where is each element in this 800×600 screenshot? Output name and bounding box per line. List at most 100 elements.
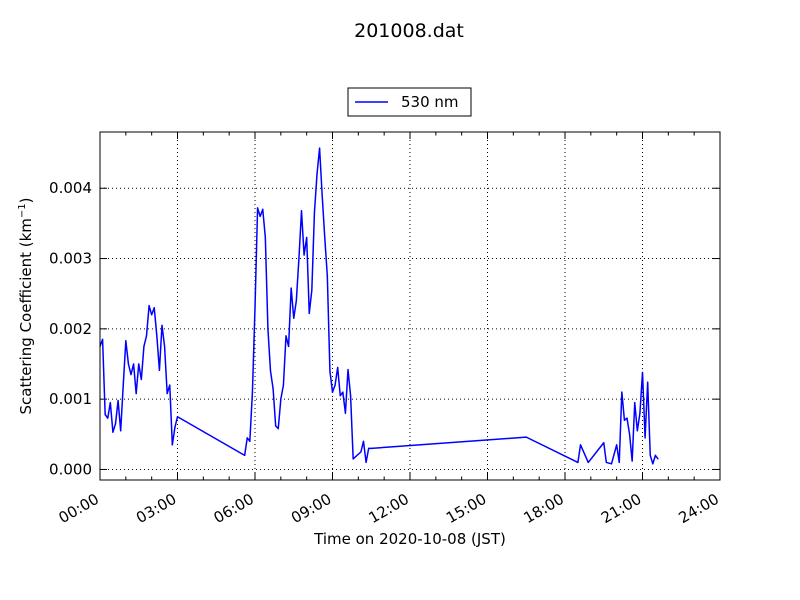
data-point: [246, 437, 248, 439]
data-point: [264, 236, 266, 239]
data-point: [587, 461, 589, 464]
data-point: [644, 437, 646, 439]
data-point: [109, 402, 111, 404]
x-axis-label: Time on 2020-10-08 (JST): [313, 530, 506, 548]
data-point: [151, 314, 153, 316]
data-point: [324, 236, 326, 239]
x-tick-label: 06:00: [211, 490, 257, 527]
data-point: [329, 370, 331, 372]
data-point: [621, 391, 623, 393]
data-point: [135, 392, 137, 395]
data-point: [275, 425, 277, 427]
data-point: [626, 417, 628, 419]
data-point: [171, 444, 173, 446]
legend: 530 nm: [347, 87, 472, 117]
data-point: [616, 444, 618, 446]
data-point: [166, 392, 168, 395]
data-point: [326, 275, 328, 277]
data-point: [579, 444, 582, 446]
x-tick-label: 24:00: [676, 490, 722, 527]
data-point: [148, 305, 150, 307]
data-point: [349, 395, 352, 397]
series-points: [99, 147, 659, 465]
legend-label-530nm: 530 nm: [401, 93, 459, 111]
data-point: [603, 442, 605, 444]
y-tick-labels: 0.000 0.001 0.002 0.003 0.004: [49, 179, 92, 478]
data-point: [104, 414, 106, 416]
x-tick-label: 18:00: [521, 490, 567, 527]
data-point: [282, 384, 285, 386]
data-point: [331, 391, 334, 393]
data-point: [318, 147, 321, 149]
x-tick-labels: 00:00 03:00 06:00 09:00 12:00 15:00 18:00 21:00…: [56, 490, 722, 527]
data-point: [298, 257, 300, 260]
data-point: [163, 345, 166, 348]
data-point: [174, 426, 176, 428]
data-point: [634, 402, 636, 404]
data-point: [127, 363, 130, 365]
data-point: [254, 307, 256, 309]
x-tick-label: 15:00: [443, 490, 489, 527]
data-point: [365, 461, 367, 464]
grid: [100, 132, 720, 480]
data-point: [169, 384, 171, 386]
data-point: [112, 431, 114, 433]
data-point: [295, 300, 297, 302]
y-axis-label: Scattering Coefficient (km−1): [17, 197, 35, 414]
data-point: [610, 463, 613, 465]
data-point: [344, 412, 347, 414]
data-point: [368, 447, 370, 449]
data-point: [652, 463, 654, 465]
y-axis-label-sup: −1: [17, 203, 28, 218]
data-point: [360, 451, 362, 453]
data-point: [339, 395, 341, 397]
data-point: [577, 461, 579, 464]
data-point: [251, 391, 254, 393]
y-tick-label: 0.000: [49, 460, 92, 478]
data-point: [107, 417, 109, 419]
data-point: [176, 416, 179, 418]
data-point: [280, 398, 282, 400]
data-point: [649, 454, 651, 456]
data-point: [641, 371, 644, 374]
data-point: [605, 461, 607, 464]
data-point: [631, 460, 633, 462]
plot-frame: [99, 131, 721, 481]
data-point: [287, 345, 290, 348]
y-tick-label: 0.003: [49, 250, 92, 268]
data-point: [334, 384, 336, 386]
data-point: [639, 412, 641, 414]
data-point: [623, 419, 626, 421]
data-point: [628, 433, 631, 435]
x-tick-label: 09:00: [288, 490, 334, 527]
chart-title: 201008.dat: [354, 20, 464, 42]
data-point: [262, 208, 264, 210]
y-tick-label: 0.004: [49, 179, 92, 197]
data-point: [158, 369, 161, 371]
data-point: [120, 430, 122, 432]
data-point: [156, 335, 158, 337]
y-axis-label-close: ): [17, 197, 35, 203]
data-point: [114, 423, 117, 425]
data-point: [244, 454, 246, 456]
y-tick-label: 0.001: [49, 390, 92, 408]
data-point: [138, 363, 140, 365]
x-tick-label: 03:00: [133, 490, 179, 527]
data-point: [249, 440, 251, 442]
data-point: [143, 345, 145, 348]
data-point: [132, 363, 135, 365]
data-point: [347, 369, 349, 371]
data-point: [140, 378, 142, 381]
data-point: [647, 381, 649, 383]
data-point: [259, 215, 261, 217]
data-point: [272, 388, 274, 390]
data-point: [316, 173, 318, 175]
data-point: [654, 454, 657, 456]
data-point: [117, 399, 119, 402]
y-axis-label-main: Scattering Coefficient (km: [17, 218, 35, 414]
data-point: [370, 447, 372, 449]
data-point: [161, 324, 163, 326]
data-point: [321, 194, 323, 196]
data-point: [269, 370, 272, 372]
